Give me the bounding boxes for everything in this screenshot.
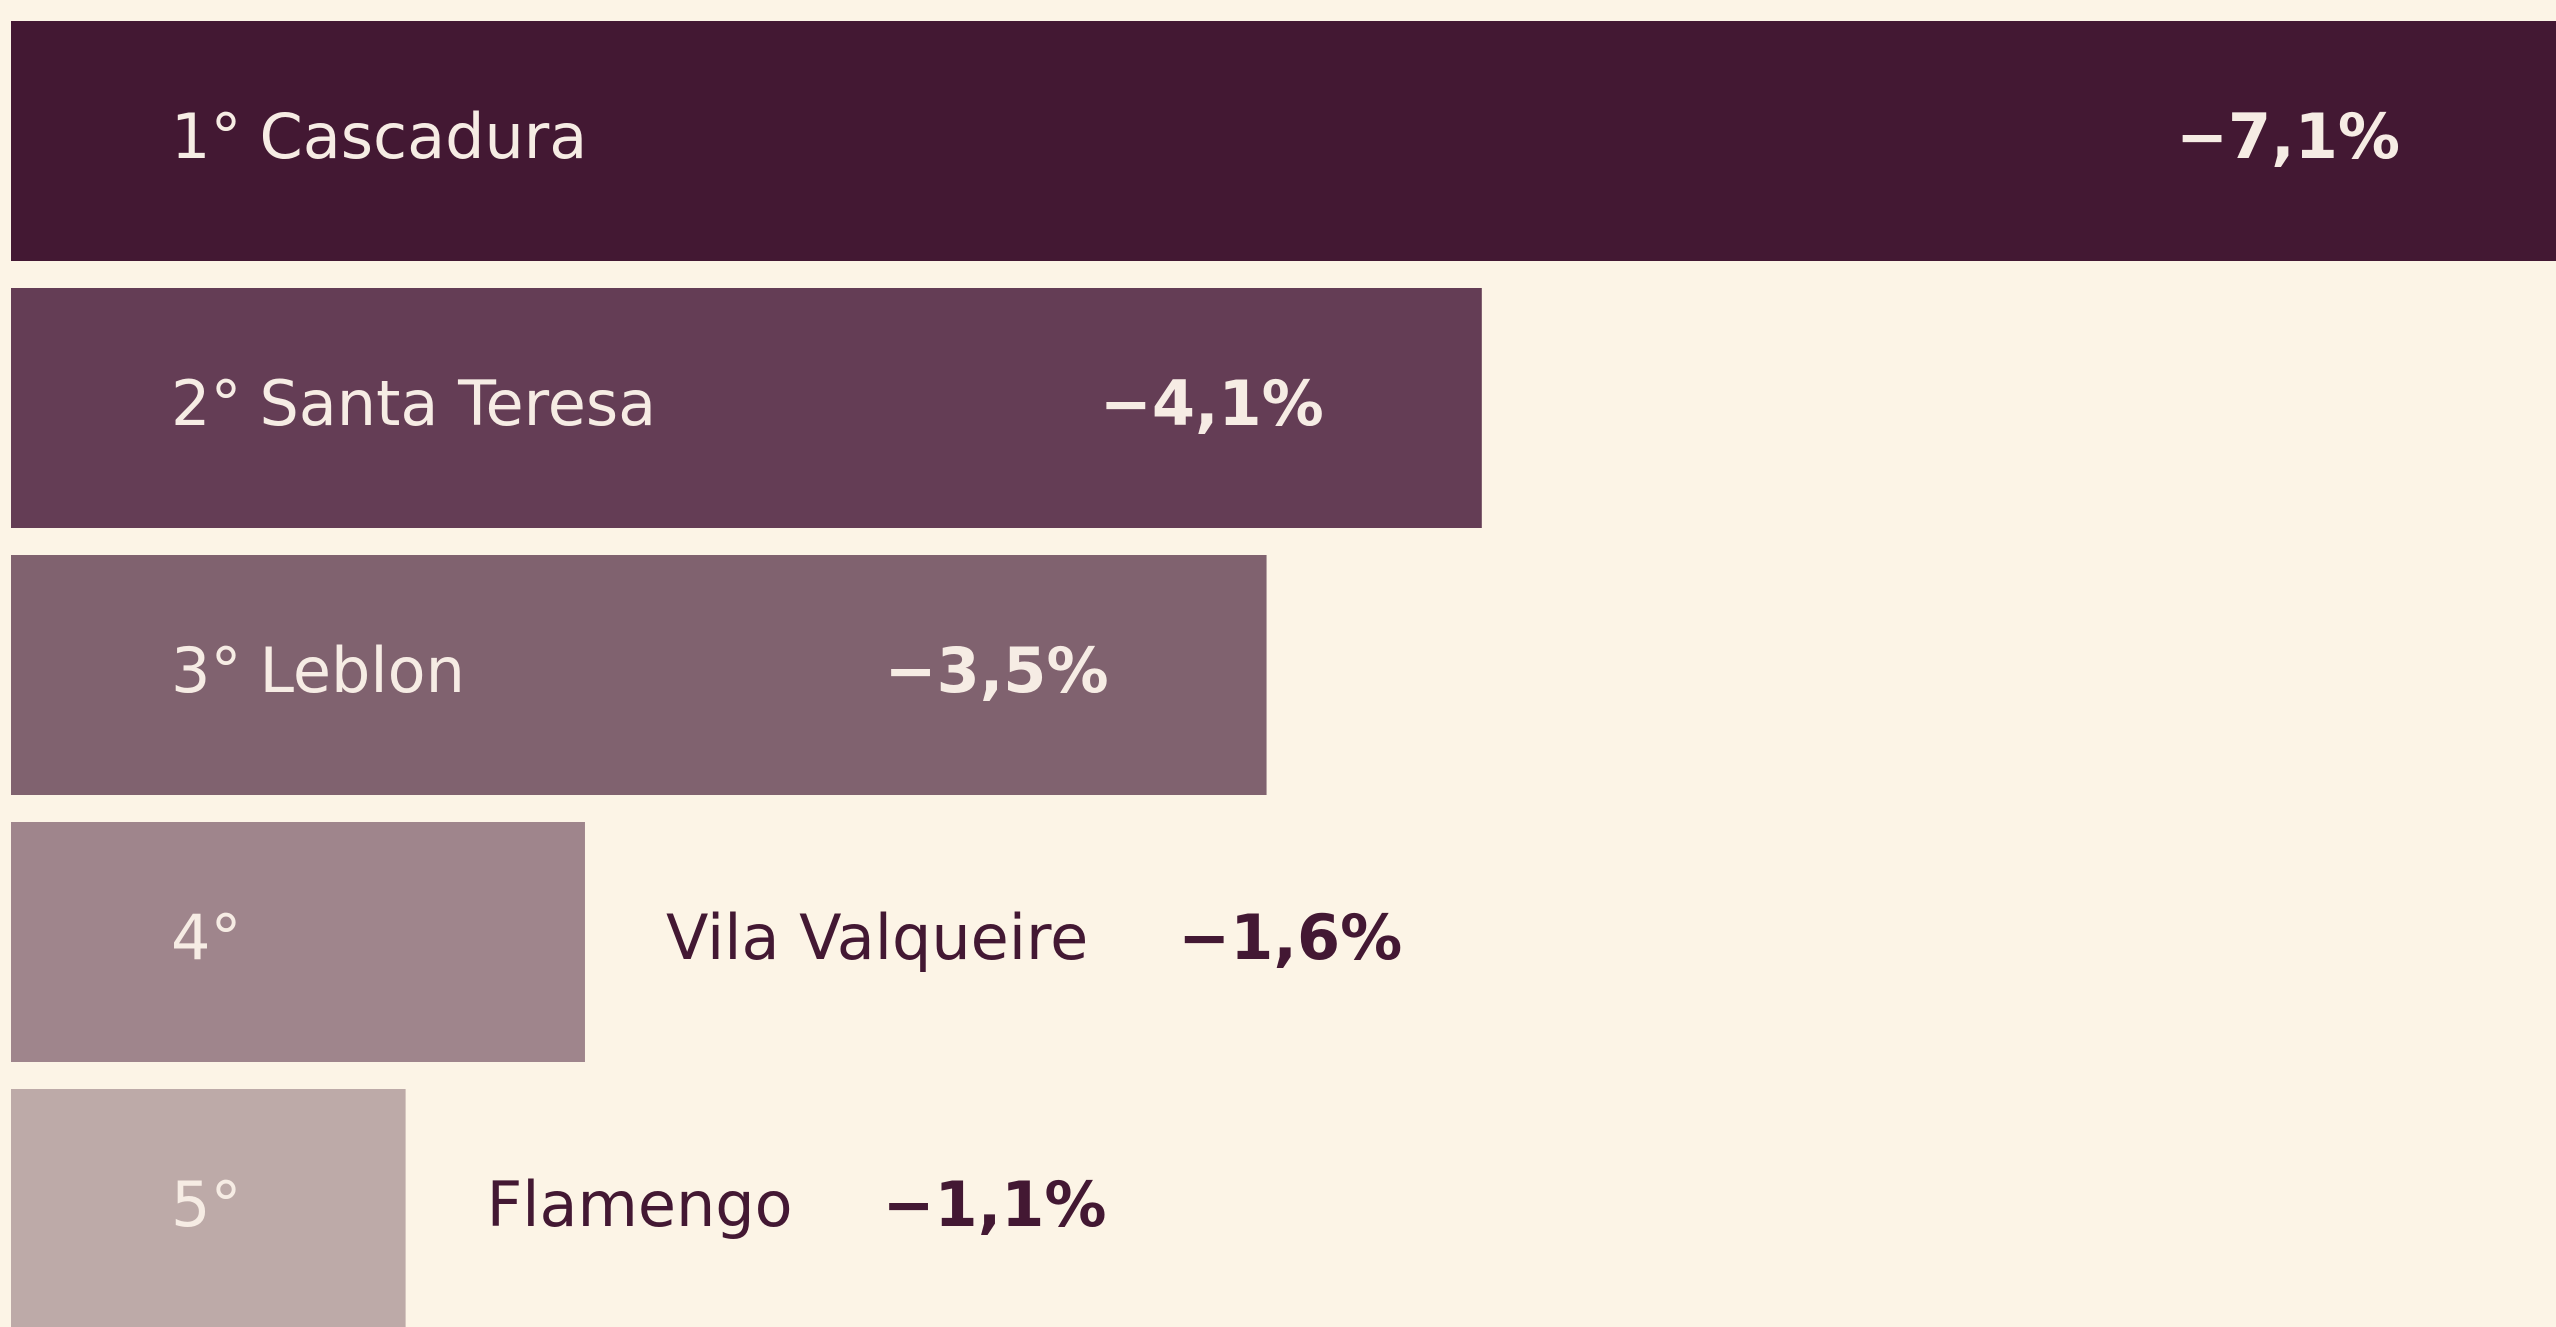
bar xyxy=(11,555,1267,795)
category-label: Vila Valqueire xyxy=(666,901,1088,974)
category-label: Cascadura xyxy=(259,100,587,173)
value-label: −1,6% xyxy=(1178,901,1402,974)
category-label: Leblon xyxy=(259,634,464,707)
bar xyxy=(11,1089,406,1327)
bar xyxy=(11,288,1482,528)
bar xyxy=(11,21,2556,261)
rank-label: 2° xyxy=(171,367,241,440)
value-label: −7,1% xyxy=(2176,100,2400,173)
rank-label: 3° xyxy=(171,634,241,707)
value-label: −1,1% xyxy=(883,1168,1107,1241)
bar xyxy=(11,822,585,1062)
rank-label: 5° xyxy=(171,1168,241,1241)
category-label: Santa Teresa xyxy=(259,367,656,440)
rank-label: 4° xyxy=(171,901,241,974)
value-label: −3,5% xyxy=(885,634,1109,707)
category-label: Flamengo xyxy=(487,1168,793,1241)
rank-label: 1° xyxy=(171,100,241,173)
value-label: −4,1% xyxy=(1100,367,1324,440)
